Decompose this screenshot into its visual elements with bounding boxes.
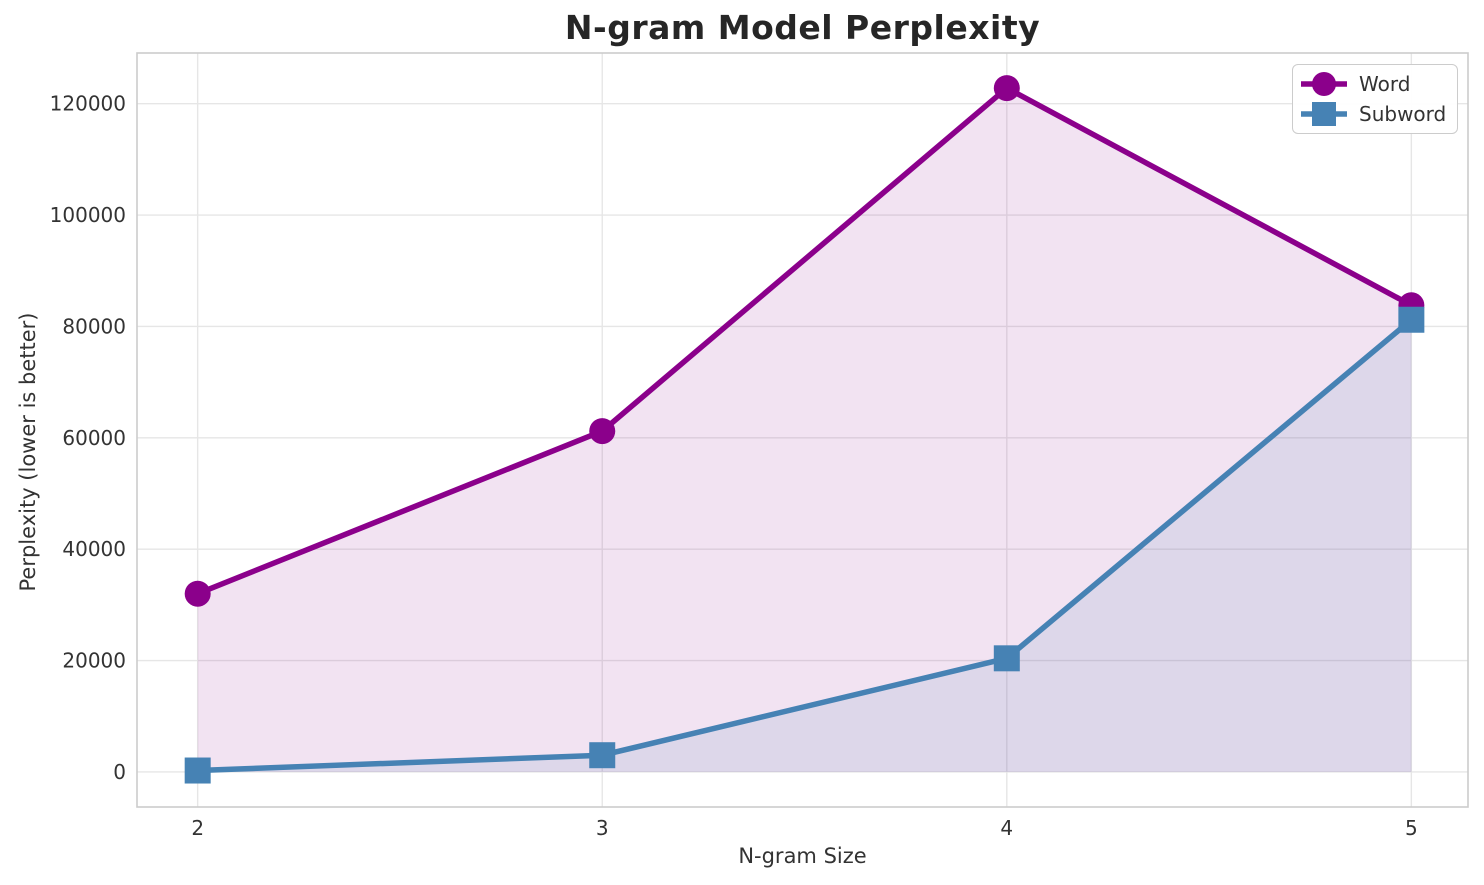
legend-label-word: Word (1359, 72, 1411, 96)
axes-spines (136, 52, 1469, 808)
data-point-subword[interactable] (589, 742, 616, 769)
subword-marker-icon (1301, 102, 1347, 126)
chart-title: N-gram Model Perplexity (564, 8, 1041, 47)
word-marker-icon (1301, 72, 1347, 96)
legend-entry-word: Word (1299, 70, 1449, 98)
data-point-word[interactable] (589, 418, 616, 445)
legend-entry-subword: Subword (1299, 100, 1449, 128)
area-fill-word (197, 88, 1412, 772)
x-tick-label: 5 (1405, 816, 1418, 840)
data-point-subword[interactable] (1398, 306, 1425, 333)
y-tick-label: 0 (113, 760, 126, 784)
data-point-word[interactable] (993, 75, 1020, 102)
y-axis-label: Perplexity (lower is better) (16, 312, 40, 592)
x-tick-label: 3 (596, 816, 609, 840)
y-tick-label: 60000 (62, 426, 126, 450)
legend: Word Subword (1292, 64, 1458, 134)
y-tick-label: 120000 (50, 92, 126, 116)
x-tick-label: 2 (191, 816, 204, 840)
y-tick-label: 40000 (62, 537, 126, 561)
legend-label-subword: Subword (1359, 102, 1447, 126)
series-line-word (194, 85, 1415, 597)
y-tick-label: 20000 (62, 649, 126, 673)
data-point-subword[interactable] (184, 757, 211, 784)
y-tick-label: 100000 (50, 203, 126, 227)
x-axis-label: N-gram Size (738, 844, 867, 868)
y-tick-label: 80000 (62, 314, 126, 338)
x-tick-label: 4 (1000, 816, 1013, 840)
series-line-subword (194, 316, 1415, 774)
data-point-subword[interactable] (993, 645, 1020, 672)
area-fill-subword (197, 319, 1412, 772)
data-point-word[interactable] (184, 580, 211, 607)
